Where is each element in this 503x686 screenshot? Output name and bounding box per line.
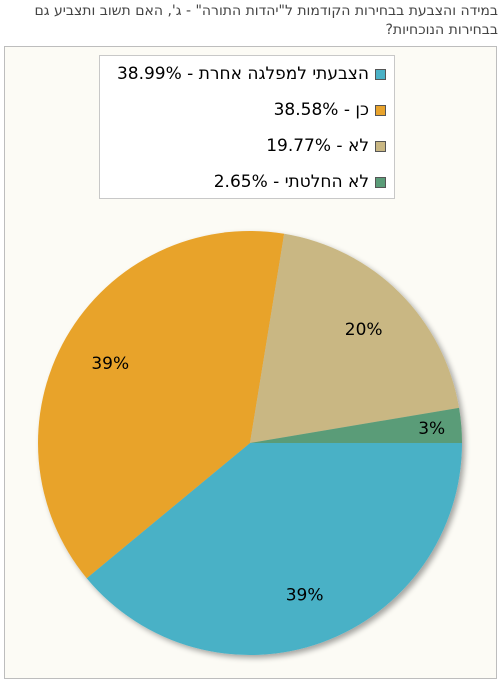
legend-swatch [375,104,386,116]
legend-swatch [375,140,386,152]
pie-slice [250,233,460,443]
legend-swatch [375,176,386,188]
legend-item: לא החלטתי - 2.65% [214,172,386,192]
slice-label: 3% [418,419,445,439]
slice-label: 20% [345,320,383,340]
question-text: במידה והצבעת בבחירות הקודמות ל"יהדות התו… [34,3,498,38]
legend-label: לא - 19.77% [266,136,369,156]
legend-label: כן - 38.58% [273,100,369,120]
legend-item: כן - 38.58% [274,100,386,120]
pie-slice [250,407,462,443]
chart-legend: הצבעתי למפלגה אחרת - 38.99% כן - 38.58% … [99,55,395,199]
pie-slice [86,443,462,655]
legend-item: הצבעתי למפלגה אחרת - 38.99% [117,64,386,84]
legend-label: הצבעתי למפלגה אחרת - 38.99% [116,64,369,84]
legend-swatch [375,68,386,80]
slice-label: 39% [91,354,129,374]
legend-label: לא החלטתי - 2.65% [213,172,369,192]
slice-label: 39% [286,586,324,606]
pie-slice [37,231,285,579]
legend-item: לא - 19.77% [266,136,386,156]
